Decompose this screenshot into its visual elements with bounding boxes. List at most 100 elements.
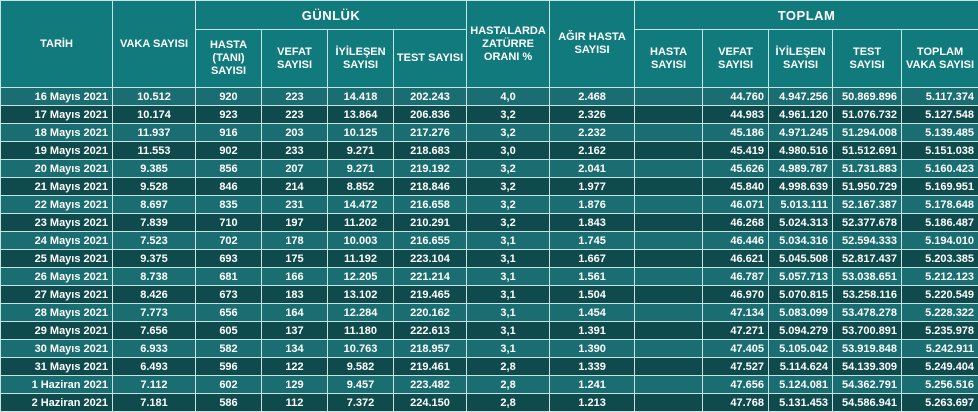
- cell-toplam-test: 51.512.691: [833, 142, 902, 160]
- cell-date: 24 Mayıs 2021: [1, 232, 113, 250]
- cell-test: 223.482: [394, 376, 467, 394]
- cell-toplam-hasta: [635, 304, 703, 322]
- cell-vaka: 7.181: [113, 394, 196, 412]
- cell-toplam-test: 52.594.333: [833, 232, 902, 250]
- header-toplam: TOPLAM: [635, 1, 978, 30]
- cell-date: 22 Mayıs 2021: [1, 196, 113, 214]
- cell-vaka: 7.656: [113, 322, 196, 340]
- cell-zature: 3,2: [467, 106, 550, 124]
- header-toplam-hasta: HASTA SAYISI: [635, 30, 703, 88]
- cell-toplam-test: 51.731.883: [833, 160, 902, 178]
- cell-test: 218.846: [394, 178, 467, 196]
- cell-zature: 2,8: [467, 358, 550, 376]
- cell-toplam-vaka: 5.160.423: [902, 160, 978, 178]
- cell-test: 218.957: [394, 340, 467, 358]
- cell-test: 217.276: [394, 124, 467, 142]
- cell-toplam-test: 53.700.891: [833, 322, 902, 340]
- cell-zature: 4,0: [467, 88, 550, 106]
- header-hasta-tani: HASTA (TANI) SAYISI: [196, 30, 262, 88]
- cell-toplam-test: 53.038.651: [833, 268, 902, 286]
- cell-iyilesen: 14.418: [328, 88, 394, 106]
- header-toplam-iyilesen: İYİLEŞEN SAYISI: [769, 30, 833, 88]
- cell-iyilesen: 13.102: [328, 286, 394, 304]
- cell-toplam-iyilesen: 4.947.256: [769, 88, 833, 106]
- cell-vefat: 175: [262, 250, 328, 268]
- cell-test: 206.836: [394, 106, 467, 124]
- cell-test: 216.655: [394, 232, 467, 250]
- header-tarih: TARİH: [1, 1, 113, 88]
- cell-toplam-iyilesen: 4.989.787: [769, 160, 833, 178]
- cell-agir: 1.339: [550, 358, 635, 376]
- cell-toplam-vefat: 47.768: [703, 394, 769, 412]
- cell-vefat: 129: [262, 376, 328, 394]
- cell-vefat: 134: [262, 340, 328, 358]
- cell-zature: 3,1: [467, 340, 550, 358]
- cell-zature: 3,0: [467, 142, 550, 160]
- cell-vefat: 223: [262, 88, 328, 106]
- cell-vaka: 9.528: [113, 178, 196, 196]
- cell-toplam-vaka: 5.169.951: [902, 178, 978, 196]
- cell-date: 17 Mayıs 2021: [1, 106, 113, 124]
- cell-toplam-vaka: 5.263.697: [902, 394, 978, 412]
- cell-toplam-vefat: 47.405: [703, 340, 769, 358]
- cell-toplam-iyilesen: 5.094.279: [769, 322, 833, 340]
- cell-toplam-vaka: 5.242.911: [902, 340, 978, 358]
- header-toplam-vaka: TOPLAM VAKA SAYISI: [902, 30, 978, 88]
- cell-test: 223.104: [394, 250, 467, 268]
- cell-vefat: 203: [262, 124, 328, 142]
- cell-toplam-iyilesen: 4.971.245: [769, 124, 833, 142]
- cell-agir: 1.504: [550, 286, 635, 304]
- cell-toplam-test: 51.294.008: [833, 124, 902, 142]
- cell-date: 23 Mayıs 2021: [1, 214, 113, 232]
- cell-toplam-test: 53.478.278: [833, 304, 902, 322]
- cell-vefat: 233: [262, 142, 328, 160]
- cell-toplam-vaka: 5.178.648: [902, 196, 978, 214]
- cell-vaka: 11.937: [113, 124, 196, 142]
- cell-toplam-iyilesen: 4.998.639: [769, 178, 833, 196]
- cell-date: 16 Mayıs 2021: [1, 88, 113, 106]
- cell-toplam-test: 53.919.848: [833, 340, 902, 358]
- cell-iyilesen: 13.864: [328, 106, 394, 124]
- cell-agir: 2.162: [550, 142, 635, 160]
- cell-test: 219.465: [394, 286, 467, 304]
- cell-hasta: 923: [196, 106, 262, 124]
- cell-toplam-vefat: 46.970: [703, 286, 769, 304]
- cell-date: 28 Mayıs 2021: [1, 304, 113, 322]
- cell-toplam-hasta: [635, 322, 703, 340]
- cell-toplam-vefat: 44.760: [703, 88, 769, 106]
- cell-date: 19 Mayıs 2021: [1, 142, 113, 160]
- cell-toplam-iyilesen: 5.083.099: [769, 304, 833, 322]
- cell-vaka: 7.839: [113, 214, 196, 232]
- cell-date: 21 Mayıs 2021: [1, 178, 113, 196]
- cell-toplam-vefat: 44.983: [703, 106, 769, 124]
- cell-vefat: 164: [262, 304, 328, 322]
- cell-test: 221.214: [394, 268, 467, 286]
- cell-test: 210.291: [394, 214, 467, 232]
- cell-toplam-iyilesen: 5.024.313: [769, 214, 833, 232]
- cell-iyilesen: 9.582: [328, 358, 394, 376]
- cell-vaka: 9.375: [113, 250, 196, 268]
- cell-zature: 2,8: [467, 376, 550, 394]
- cell-iyilesen: 9.271: [328, 142, 394, 160]
- cell-toplam-hasta: [635, 232, 703, 250]
- cell-vaka: 8.426: [113, 286, 196, 304]
- cell-toplam-vaka: 5.139.485: [902, 124, 978, 142]
- cell-toplam-test: 50.869.896: [833, 88, 902, 106]
- cell-toplam-iyilesen: 5.045.508: [769, 250, 833, 268]
- cell-toplam-hasta: [635, 376, 703, 394]
- cell-iyilesen: 11.180: [328, 322, 394, 340]
- cell-vaka: 10.174: [113, 106, 196, 124]
- cell-toplam-iyilesen: 5.070.815: [769, 286, 833, 304]
- cell-hasta: 681: [196, 268, 262, 286]
- cell-toplam-hasta: [635, 286, 703, 304]
- cell-agir: 2.468: [550, 88, 635, 106]
- cell-hasta: 673: [196, 286, 262, 304]
- cell-vaka: 8.738: [113, 268, 196, 286]
